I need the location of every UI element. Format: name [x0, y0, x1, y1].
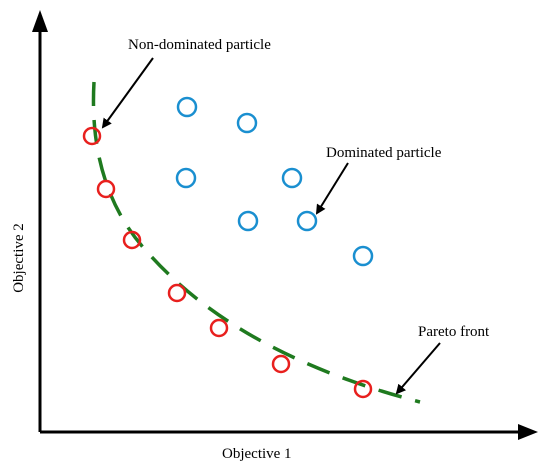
blue-circle-icon: [175, 167, 197, 189]
blue-circle-icon: [237, 210, 259, 232]
non-dominated-label: Non-dominated particle: [128, 37, 271, 53]
red-circle-icon: [167, 283, 187, 303]
dominated-arrow: [315, 162, 349, 215]
blue-circle-icon: [236, 112, 258, 134]
non-dominated-arrow: [101, 57, 154, 129]
pareto-front-label: Pareto front: [418, 324, 490, 340]
x-axis-arrowhead: [518, 424, 538, 440]
blue-circle-icon: [176, 96, 198, 118]
y-axis-label: Objective 2: [11, 223, 27, 293]
y-axis-arrowhead: [32, 10, 48, 32]
x-axis-label: Objective 1: [222, 446, 292, 462]
blue-circle-icon: [281, 167, 303, 189]
blue-circle-icon: [296, 210, 318, 232]
red-circle-icon: [271, 354, 291, 374]
dominated-particles: [175, 96, 374, 267]
red-circle-icon: [82, 126, 102, 146]
red-circle-icon: [122, 230, 142, 250]
blue-circle-icon: [352, 245, 374, 267]
pareto-front-curve: [91, 81, 421, 404]
annotation-arrows: [101, 57, 441, 395]
axes: [32, 10, 538, 440]
non-dominated-particles: [82, 126, 373, 399]
pareto-front-arrow: [395, 342, 441, 395]
red-circle-icon: [209, 318, 229, 338]
red-circle-icon: [353, 379, 373, 399]
dominated-label: Dominated particle: [326, 145, 442, 161]
red-circle-icon: [96, 179, 116, 199]
